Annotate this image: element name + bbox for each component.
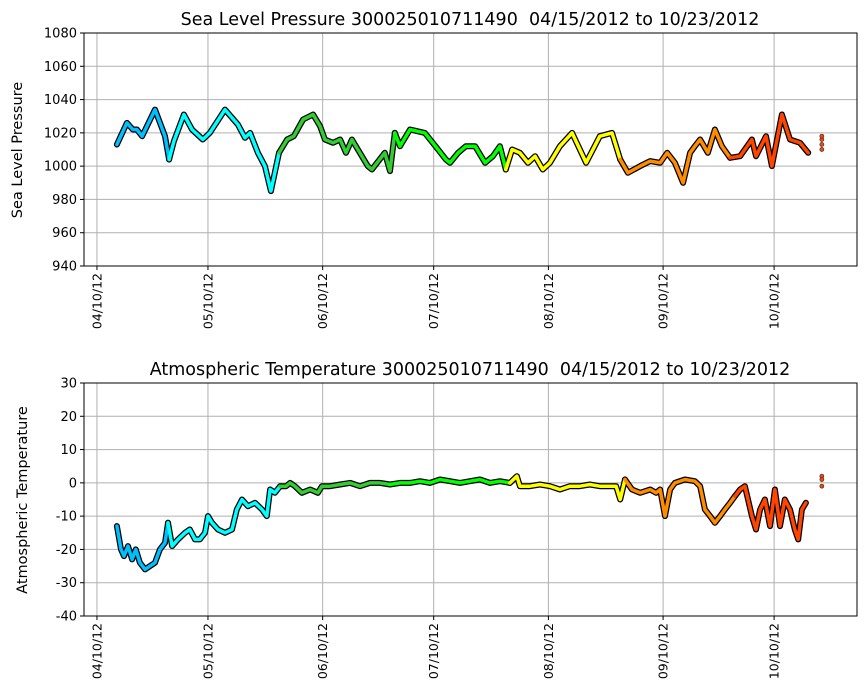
x-tick-label: 06/10/12 [315,623,330,679]
y-tick-label: 20 [60,410,77,425]
temperature-series-oct [733,484,808,542]
temperature-series-jul [388,477,512,487]
temperature-chart-title: Atmospheric Temperature 300025010711490 … [150,360,791,380]
pressure-data-point [819,142,825,147]
y-tick-label: -20 [56,543,77,558]
y-tick-label: 10 [60,443,77,458]
temperature-data-point [819,483,825,489]
temperature-series-apr [115,521,170,572]
y-tick-label: 1000 [44,160,77,175]
x-tick-label: 09/10/12 [656,623,671,679]
y-tick-label: 980 [52,193,77,208]
temperature-axes-frame [83,382,858,617]
y-tick-label: 1080 [44,27,77,42]
y-tick-label: 30 [60,377,77,392]
pressure-series-oct [728,112,810,168]
x-tick-label: 10/10/12 [767,623,782,679]
x-tick-label: 07/10/12 [426,273,441,329]
x-tick-label: 05/10/12 [200,273,215,329]
pressure-data-point [819,147,825,152]
temperature-series-jun [278,481,392,495]
pressure-y-axis-label: Sea Level Pressure [10,82,26,218]
y-tick-label: 1060 [44,60,77,75]
pressure-data-point [819,133,825,139]
x-tick-label: 08/10/12 [541,623,556,679]
y-tick-label: -30 [56,576,77,591]
pressure-series-may [167,107,281,193]
temperature-data-point [819,477,825,482]
x-tick-label: 09/10/12 [656,273,671,329]
x-tick-label: 07/10/12 [426,623,441,679]
x-tick-label: 04/10/12 [89,623,104,679]
pressure-series-apr [115,107,171,162]
y-tick-label: 1020 [44,126,77,141]
temperature-series-may [166,484,282,548]
y-tick-label: 960 [52,226,77,241]
y-tick-label: 0 [69,476,77,491]
temperature-chart: Atmospheric Temperature 300025010711490 … [15,360,858,679]
y-tick-label: -40 [56,610,77,625]
pressure-axes-frame [83,32,858,267]
pressure-chart-title: Sea Level Pressure 300025010711490 04/15… [181,10,760,30]
pressure-series-sep [618,127,732,185]
x-tick-label: 05/10/12 [200,623,215,679]
pressure-series-jun [277,112,397,173]
x-tick-label: 10/10/12 [767,273,782,329]
y-tick-label: 1040 [44,93,77,108]
pressure-series-jul [393,127,508,172]
pressure-series-outline-may [166,106,282,195]
pressure-series-outline-aug [502,129,624,173]
pressure-series-aug [504,131,622,172]
x-tick-label: 04/10/12 [89,273,104,329]
temperature-series-aug [508,474,627,502]
x-tick-label: 08/10/12 [541,273,556,329]
y-tick-label: -10 [56,510,77,525]
x-tick-label: 06/10/12 [315,273,330,329]
temperature-series-sep [623,477,737,525]
y-tick-label: 940 [52,260,77,275]
temperature-y-axis-label: Atmospheric Temperature [15,406,31,594]
pressure-chart: Sea Level Pressure 300025010711490 04/15… [10,10,858,329]
